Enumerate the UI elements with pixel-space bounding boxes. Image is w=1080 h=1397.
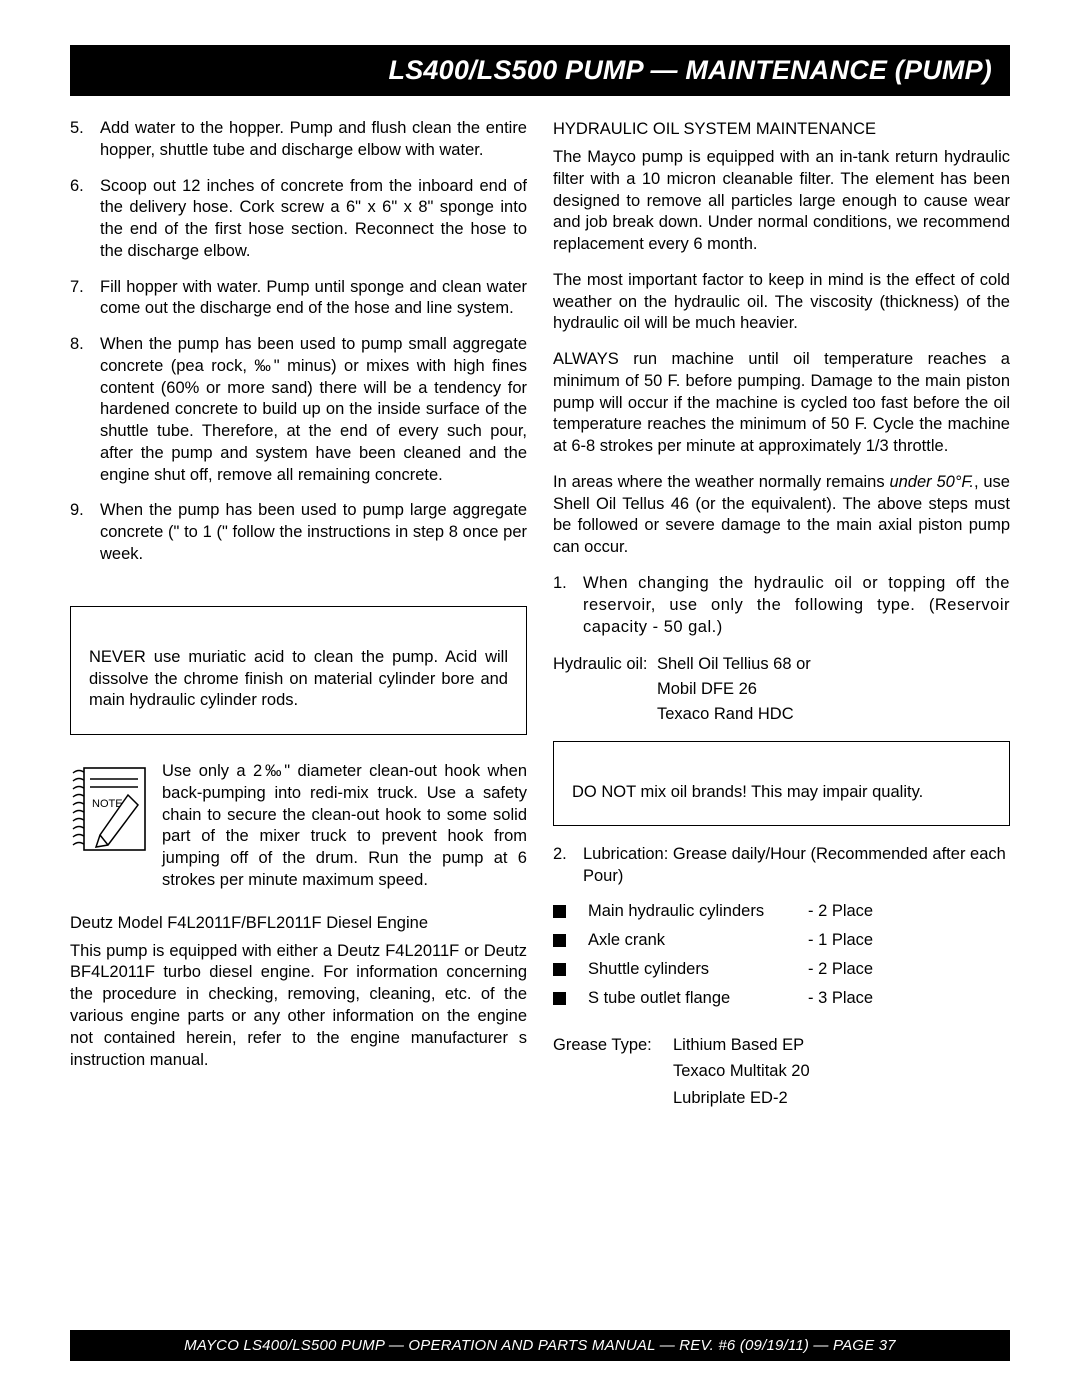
list-item: 7. Fill hopper with water. Pump until sp… [70,277,527,321]
lube-name: Axle crank [588,931,808,950]
lube-place: - 2 Place [808,902,873,921]
item-body: When the pump has been used to pump larg… [100,500,527,565]
info-text: DO NOT mix oil brands! This may impair q… [572,783,923,801]
lubrication-list: Main hydraulic cylinders - 2 Place Axle … [553,902,1010,1008]
lube-row: Main hydraulic cylinders - 2 Place [553,902,1010,921]
item-body: When the pump has been used to pump smal… [100,334,527,486]
item-number: 6. [70,176,100,263]
info-box: DO NOT mix oil brands! This may impair q… [553,741,1010,827]
lube-row: S tube outlet flange - 3 Place [553,989,1010,1008]
text-run: In areas where the weather normally rema… [553,473,889,491]
grease-label: Grease Type: [553,1032,673,1058]
item-body: Add water to the hopper. Pump and flush … [100,118,527,162]
item-number: 5. [70,118,100,162]
list-item: 5. Add water to the hopper. Pump and flu… [70,118,527,162]
lube-place: - 1 Place [808,931,873,950]
bullet-icon [553,934,566,947]
item-number: 2. [553,844,583,888]
item-number: 1. [553,573,583,638]
bullet-icon [553,992,566,1005]
note-icon: NOTE [70,765,148,858]
right-column: HYDRAULIC OIL SYSTEM MAINTENANCE The May… [553,118,1010,1111]
list-item: 9. When the pump has been used to pump l… [70,500,527,565]
bullet-icon [553,905,566,918]
hydraulic-heading: HYDRAULIC OIL SYSTEM MAINTENANCE [553,120,1010,139]
grease-option: Lithium Based EP [673,1032,804,1058]
item-number: 7. [70,277,100,321]
emphasis-text: under 50°F. [889,473,974,491]
left-column: 5. Add water to the hopper. Pump and flu… [70,118,527,1111]
page: LS400/LS500 PUMP — MAINTENANCE (PUMP) 5.… [0,0,1080,1111]
lube-name: Main hydraulic cylinders [588,902,808,921]
lube-name: Shuttle cylinders [588,960,808,979]
footer-text: MAYCO LS400/LS500 PUMP — OPERATION AND P… [184,1337,896,1354]
bullet-icon [553,963,566,976]
paragraph: The Mayco pump is equipped with an in-ta… [553,147,1010,256]
list-item: 1. When changing the hydraulic oil or to… [553,573,1010,638]
oil-option: Texaco Rand HDC [553,702,1010,727]
engine-paragraph: This pump is equipped with either a Deut… [70,941,527,1072]
paragraph: ALWAYS run machine until oil temperature… [553,349,1010,458]
content-columns: 5. Add water to the hopper. Pump and flu… [70,118,1010,1111]
item-body: When changing the hydraulic oil or toppi… [583,573,1010,638]
oil-option: Shell Oil Tellius 68 or [657,652,811,677]
item-body: Scoop out 12 inches of concrete from the… [100,176,527,263]
oil-label: Hydraulic oil: [553,652,657,677]
lube-row: Axle crank - 1 Place [553,931,1010,950]
footer-bar: MAYCO LS400/LS500 PUMP — OPERATION AND P… [70,1330,1010,1361]
item-number: 9. [70,500,100,565]
item-number: 8. [70,334,100,486]
grease-option: Lubriplate ED-2 [553,1085,1010,1111]
list-item: 2. Lubrication: Grease daily/Hour (Recom… [553,844,1010,888]
list-item: 6. Scoop out 12 inches of concrete from … [70,176,527,263]
paragraph: In areas where the weather normally rema… [553,472,1010,559]
lube-name: S tube outlet flange [588,989,808,1008]
grease-block: Grease Type: Lithium Based EP Texaco Mul… [553,1032,1010,1111]
item-body: Fill hopper with water. Pump until spong… [100,277,527,321]
lube-place: - 3 Place [808,989,873,1008]
paragraph: The most important factor to keep in min… [553,270,1010,335]
title-bar: LS400/LS500 PUMP — MAINTENANCE (PUMP) [70,45,1010,96]
list-item: 8. When the pump has been used to pump s… [70,334,527,486]
lube-row: Shuttle cylinders - 2 Place [553,960,1010,979]
warning-text: NEVER use muriatic acid to clean the pum… [89,648,508,710]
note-block: NOTE Use only a 2‰" diameter clean-out h… [70,761,527,892]
page-title: LS400/LS500 PUMP — MAINTENANCE (PUMP) [88,55,992,86]
warning-box: NEVER use muriatic acid to clean the pum… [70,606,527,735]
engine-heading: Deutz Model F4L2011F/BFL2011F Diesel Eng… [70,914,527,933]
lube-place: - 2 Place [808,960,873,979]
grease-option: Texaco Multitak 20 [553,1058,1010,1084]
oil-option: Mobil DFE 26 [553,677,1010,702]
oil-list: Hydraulic oil: Shell Oil Tellius 68 or M… [553,652,1010,726]
note-text: Use only a 2‰" diameter clean-out hook w… [162,761,527,892]
item-body: Lubrication: Grease daily/Hour (Recommen… [583,844,1010,888]
